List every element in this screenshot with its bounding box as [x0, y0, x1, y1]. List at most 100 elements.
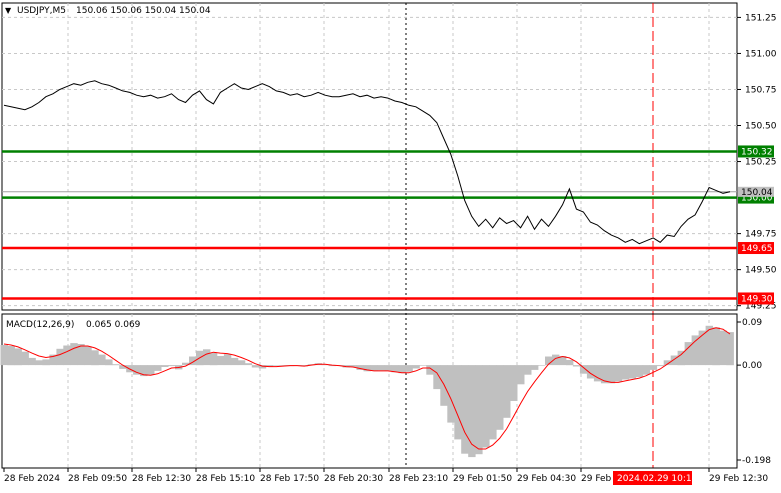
macd-bar — [7, 346, 15, 366]
macd-bar — [670, 355, 679, 366]
macd-bar — [161, 365, 169, 367]
current-price-tag — [738, 186, 774, 197]
macd-bar — [189, 356, 197, 366]
time-tick-label: 28 Feb 15:10 — [196, 474, 255, 484]
macd-bar — [42, 359, 50, 366]
support-resistance-levels — [2, 150, 737, 300]
macd-bar — [154, 365, 162, 371]
price-axis: 151.25 151.00 150.75 150.50 150.25 149.75 149.… — [737, 13, 777, 312]
macd-bar — [258, 365, 267, 369]
macd-bar — [203, 349, 211, 366]
macd-bar — [14, 348, 22, 366]
macd-bar — [363, 365, 371, 372]
macd-bar — [705, 325, 713, 366]
macd-bar — [98, 354, 106, 366]
macd-bar — [621, 365, 630, 380]
price-tick-label: 151.25 — [745, 13, 777, 23]
macd-bar — [642, 365, 651, 375]
macd-bar — [0, 345, 8, 366]
time-tick-label: 28 Feb 20:30 — [324, 474, 383, 484]
macd-bar — [545, 356, 553, 366]
time-tick-label: 28 Feb 09:50 — [68, 474, 127, 484]
price-tick-label: 150.50 — [745, 122, 777, 132]
macd-bar — [524, 365, 532, 375]
macd-tick-label: 0.09 — [742, 318, 762, 328]
time-axis: 28 Feb 2024 28 Feb 09:50 28 Feb 12:30 28 Fe… — [3, 468, 768, 484]
level-tag-label: 149.30 — [741, 294, 773, 304]
macd-bar — [635, 365, 644, 378]
macd-bar — [628, 365, 637, 379]
macd-bar — [56, 348, 64, 366]
macd-bar — [119, 365, 127, 369]
macd-bar — [712, 327, 720, 366]
macd-bar — [230, 357, 239, 366]
macd-bar — [84, 346, 92, 366]
macd-bar — [28, 357, 36, 366]
macd-bar — [405, 365, 413, 372]
price-tick-label: 149.25 — [745, 302, 777, 312]
macd-tick-label: 0.00 — [742, 361, 762, 371]
macd-bar — [503, 365, 511, 418]
macd-bar — [63, 345, 71, 366]
macd-bar — [572, 365, 581, 367]
macd-pane-frame — [1, 313, 738, 469]
macd-bar — [237, 360, 246, 366]
macd-pane[interactable]: 0.09 0.00 -0.198 MACD(12,26,9) 0.065 0.069 — [0, 313, 772, 469]
macd-bar — [454, 365, 462, 440]
macd-bar — [663, 360, 672, 366]
macd-bar — [147, 365, 155, 375]
level-tag-label: 150.32 — [741, 147, 773, 157]
macd-bar — [517, 365, 525, 385]
macd-bar — [182, 362, 190, 366]
macd-bar — [468, 365, 476, 458]
level-tag-label: 149.65 — [741, 244, 773, 254]
macd-bar — [77, 344, 85, 366]
macd-bar — [209, 352, 218, 366]
macd-bar — [538, 365, 546, 366]
macd-bar — [70, 343, 78, 366]
macd-bar — [496, 365, 504, 430]
macd-bar — [384, 365, 392, 371]
macd-bar — [510, 365, 518, 401]
price-grid — [2, 3, 737, 310]
macd-bar — [600, 365, 609, 384]
time-tick-label: 28 Feb 12:30 — [132, 474, 191, 484]
macd-bar — [475, 365, 483, 455]
macd-bar — [112, 364, 120, 366]
macd-bar — [370, 365, 378, 371]
price-pane[interactable]: 151.25 151.00 150.75 150.50 150.25 149.75 149.… — [1, 2, 777, 468]
ohlc-values: 150.06 150.06 150.04 150.04 — [76, 6, 211, 16]
macd-bar — [461, 365, 469, 454]
macd-bar — [649, 365, 658, 370]
macd-bar — [356, 365, 364, 370]
macd-bar — [265, 365, 274, 367]
level-tag-label: 150.00 — [741, 194, 773, 204]
macd-bar — [433, 365, 441, 390]
time-tick-label: 29 Feb 0 — [581, 474, 620, 484]
macd-bar — [607, 365, 616, 384]
time-tick-label: 29 Feb 01:50 — [453, 474, 512, 484]
macd-label: MACD(12,26,9) — [6, 320, 74, 330]
macd-tick-label: -0.198 — [742, 456, 771, 466]
level-tag — [738, 242, 774, 255]
macd-bar — [223, 354, 232, 366]
macd-bar — [349, 365, 357, 367]
symbol-label: USDJPY,M5 — [17, 6, 66, 16]
macd-axis: 0.09 0.00 -0.198 — [737, 318, 771, 466]
macd-grid — [67, 314, 710, 468]
macd-bar — [719, 330, 727, 366]
macd-bar — [677, 350, 685, 366]
level-tag — [738, 145, 774, 158]
macd-bar — [482, 365, 490, 448]
macd-bar — [133, 365, 141, 375]
time-tick-label: 29 Feb 12:30 — [709, 474, 768, 484]
price-pane-frame — [1, 2, 738, 311]
macd-bar — [586, 365, 595, 379]
price-tick-label: 149.75 — [745, 230, 777, 240]
macd-bar — [684, 342, 692, 366]
macd-bar — [579, 365, 588, 374]
header-arrow-icon[interactable]: ▼ — [5, 6, 12, 15]
time-tick-label: 28 Feb 2024 — [4, 474, 60, 484]
time-tick-label: 28 Feb 23:10 — [389, 474, 448, 484]
